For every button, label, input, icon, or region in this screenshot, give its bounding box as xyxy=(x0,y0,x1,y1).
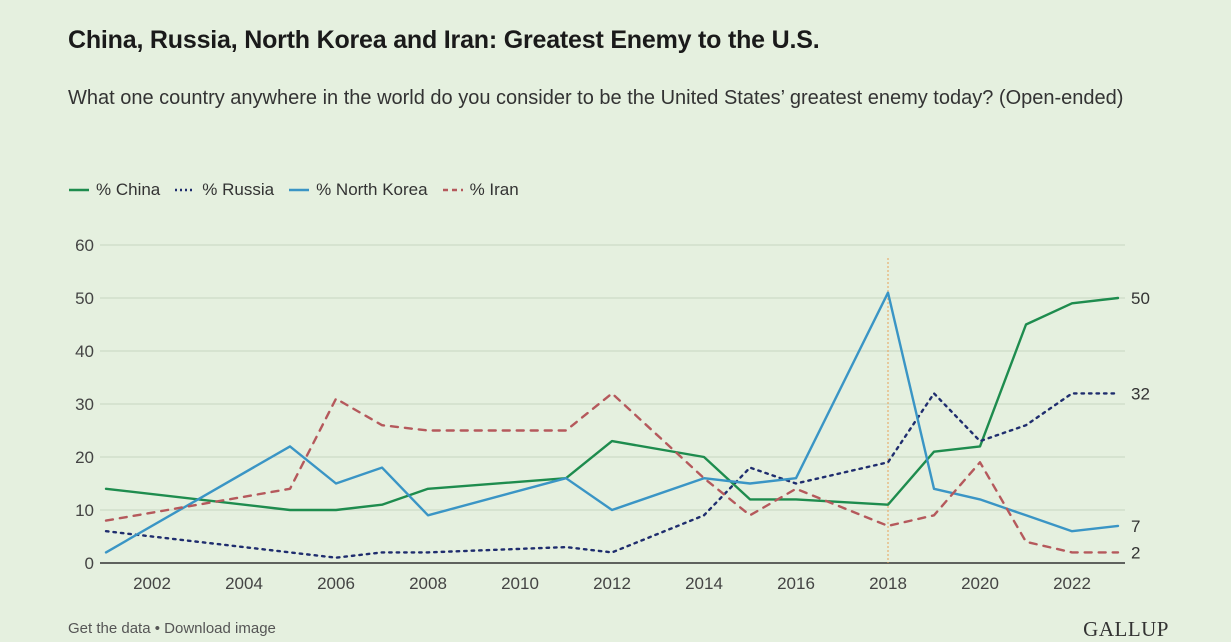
y-tick-label: 20 xyxy=(75,448,94,467)
end-label-north-korea: 7 xyxy=(1131,517,1140,536)
legend-label-china: % China xyxy=(96,180,161,199)
footer-separator: • xyxy=(150,620,165,637)
legend-swatch-china xyxy=(69,188,89,192)
x-tick-label: 2022 xyxy=(1053,574,1091,593)
y-tick-label: 40 xyxy=(75,342,94,361)
y-tick-label: 50 xyxy=(75,289,94,308)
chart-legend: % China % Russia % North Korea % Iran xyxy=(68,180,533,200)
footer-links: Get the data • Download image xyxy=(68,620,276,637)
y-tick-label: 30 xyxy=(75,395,94,414)
download-image-link[interactable]: Download image xyxy=(164,620,276,637)
legend-swatch-russia xyxy=(175,188,196,192)
y-tick-label: 10 xyxy=(75,501,94,520)
legend-label-iran: % Iran xyxy=(469,180,519,199)
x-tick-label: 2002 xyxy=(133,574,171,593)
x-tick-label: 2004 xyxy=(225,574,263,593)
chart-title: China, Russia, North Korea and Iran: Gre… xyxy=(68,26,820,54)
end-label-china: 50 xyxy=(1131,289,1150,308)
legend-swatch-iran xyxy=(442,188,463,192)
legend-item-iran: % Iran xyxy=(442,180,519,200)
series-line-russia xyxy=(104,392,1120,559)
x-tick-label: 2008 xyxy=(409,574,447,593)
y-tick-label: 0 xyxy=(85,554,94,573)
legend-item-china: % China xyxy=(68,180,160,200)
x-tick-label: 2020 xyxy=(961,574,999,593)
get-data-link[interactable]: Get the data xyxy=(68,620,151,637)
legend-label-north-korea: % North Korea xyxy=(316,180,428,199)
x-tick-label: 2012 xyxy=(593,574,631,593)
gallup-logo: GALLUP xyxy=(1083,617,1169,641)
legend-item-north-korea: % North Korea xyxy=(288,180,428,200)
legend-item-russia: % Russia xyxy=(174,180,274,200)
legend-swatch-north-korea xyxy=(289,188,310,192)
legend-label-russia: % Russia xyxy=(202,180,275,199)
x-tick-label: 2010 xyxy=(501,574,539,593)
end-label-russia: 32 xyxy=(1131,384,1150,403)
series-line-iran xyxy=(104,392,1120,554)
chart-subtitle: What one country anywhere in the world d… xyxy=(68,87,1124,109)
series-line-china xyxy=(104,296,1120,512)
y-tick-label: 60 xyxy=(75,236,94,255)
x-tick-label: 2014 xyxy=(685,574,723,593)
end-label-iran: 2 xyxy=(1131,543,1140,562)
series-line-north-korea xyxy=(104,291,1120,554)
x-tick-label: 2016 xyxy=(777,574,815,593)
x-tick-label: 2006 xyxy=(317,574,355,593)
x-tick-label: 2018 xyxy=(869,574,907,593)
